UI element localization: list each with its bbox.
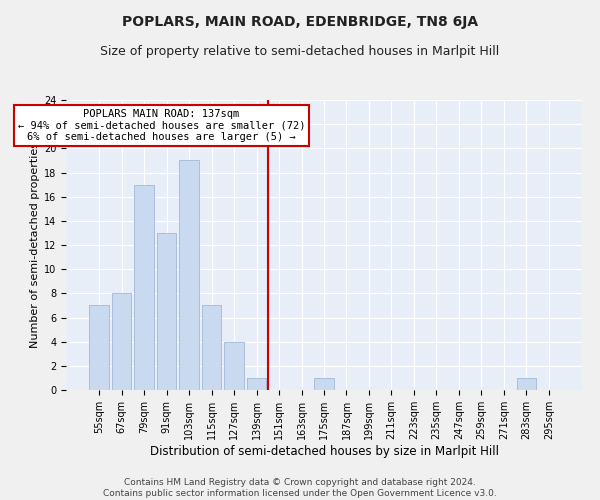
Bar [314, 378, 334, 390]
Bar [202, 306, 221, 390]
Text: POPLARS, MAIN ROAD, EDENBRIDGE, TN8 6JA: POPLARS, MAIN ROAD, EDENBRIDGE, TN8 6JA [122, 15, 478, 29]
Text: Contains HM Land Registry data © Crown copyright and database right 2024.
Contai: Contains HM Land Registry data © Crown c… [103, 478, 497, 498]
X-axis label: Distribution of semi-detached houses by size in Marlpit Hill: Distribution of semi-detached houses by … [149, 444, 499, 458]
Bar [134, 184, 154, 390]
Bar [247, 378, 266, 390]
Bar [179, 160, 199, 390]
Bar [112, 294, 131, 390]
Text: POPLARS MAIN ROAD: 137sqm
← 94% of semi-detached houses are smaller (72)
6% of s: POPLARS MAIN ROAD: 137sqm ← 94% of semi-… [18, 108, 305, 142]
Bar [157, 233, 176, 390]
Text: Size of property relative to semi-detached houses in Marlpit Hill: Size of property relative to semi-detach… [100, 45, 500, 58]
Bar [89, 306, 109, 390]
Bar [224, 342, 244, 390]
Bar [517, 378, 536, 390]
Y-axis label: Number of semi-detached properties: Number of semi-detached properties [29, 142, 40, 348]
